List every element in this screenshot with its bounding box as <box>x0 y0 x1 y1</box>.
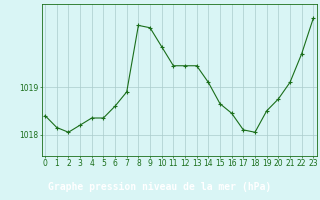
Text: Graphe pression niveau de la mer (hPa): Graphe pression niveau de la mer (hPa) <box>48 181 272 192</box>
